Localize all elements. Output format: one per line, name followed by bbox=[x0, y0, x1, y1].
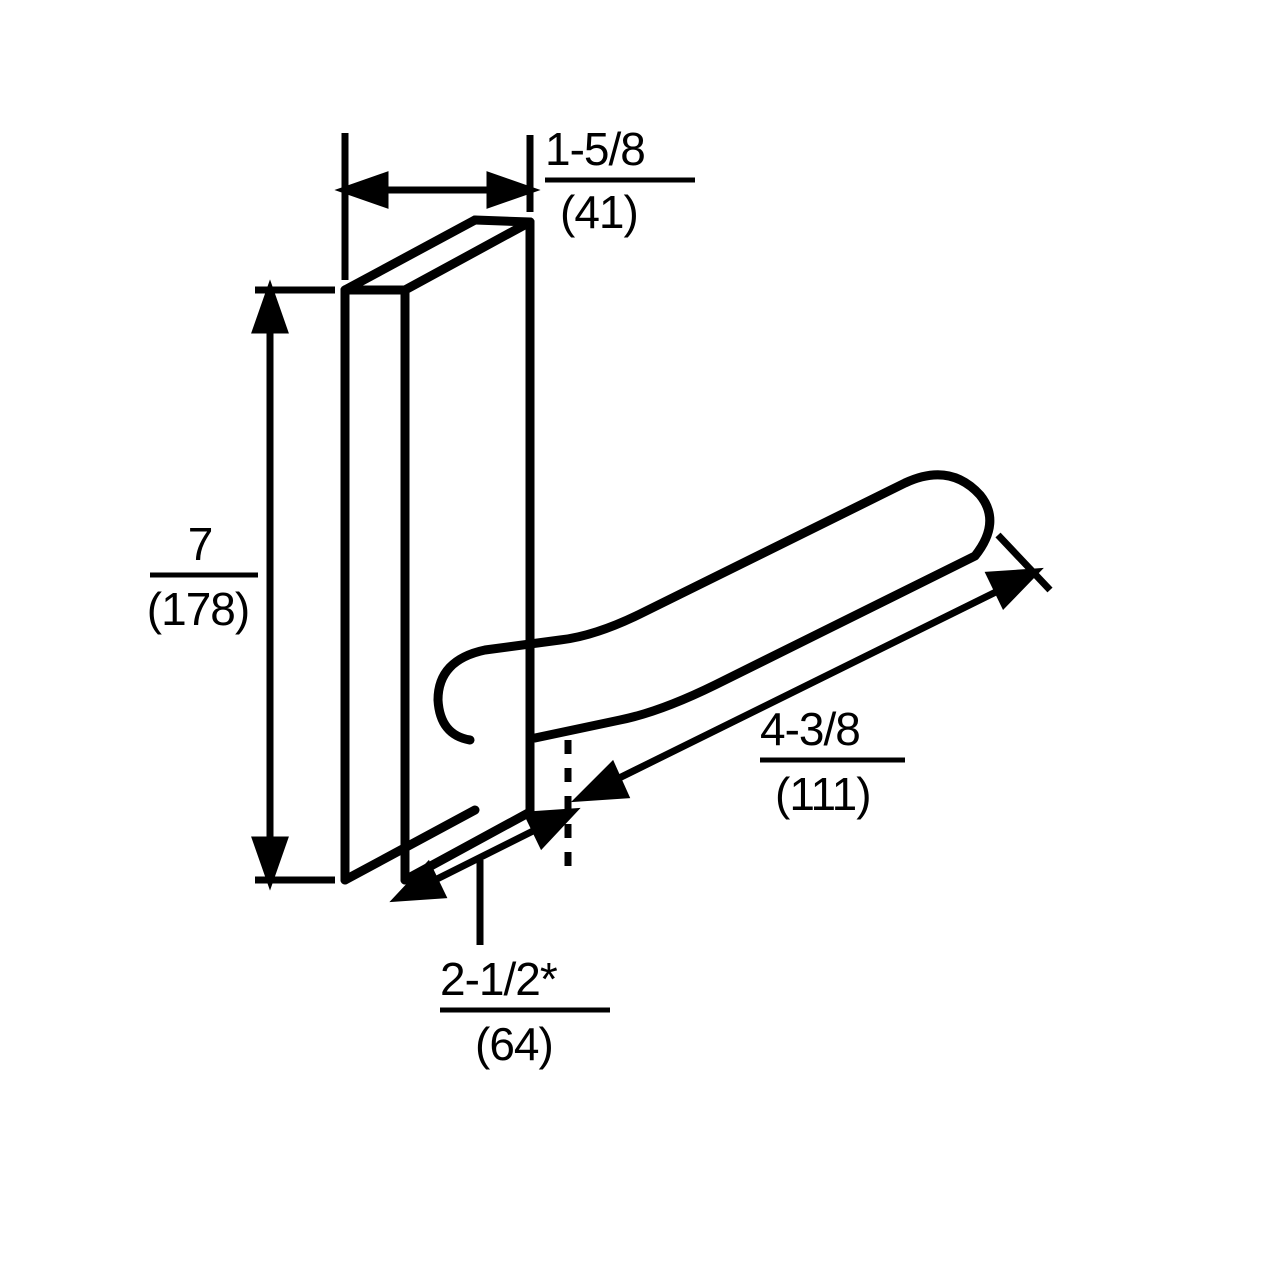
dim-width bbox=[345, 133, 530, 280]
dim-lever-metric: (111) bbox=[775, 768, 871, 820]
dim-width-metric: (41) bbox=[560, 186, 638, 238]
plate-body bbox=[345, 220, 530, 880]
dim-backset-imperial: 2-1/2* bbox=[440, 953, 558, 1005]
technical-drawing: 1-5/8 (41) 7 (178) 4-3/8 (111) 2-1/2* bbox=[0, 0, 1280, 1280]
dim-height-imperial: 7 bbox=[188, 518, 213, 570]
dim-height-metric: (178) bbox=[147, 583, 249, 635]
dim-lever-imperial: 4-3/8 bbox=[760, 703, 860, 755]
dim-height bbox=[255, 290, 335, 880]
lever-handle bbox=[438, 475, 990, 740]
dim-width-imperial: 1-5/8 bbox=[545, 123, 645, 175]
dim-backset-metric: (64) bbox=[475, 1018, 553, 1070]
